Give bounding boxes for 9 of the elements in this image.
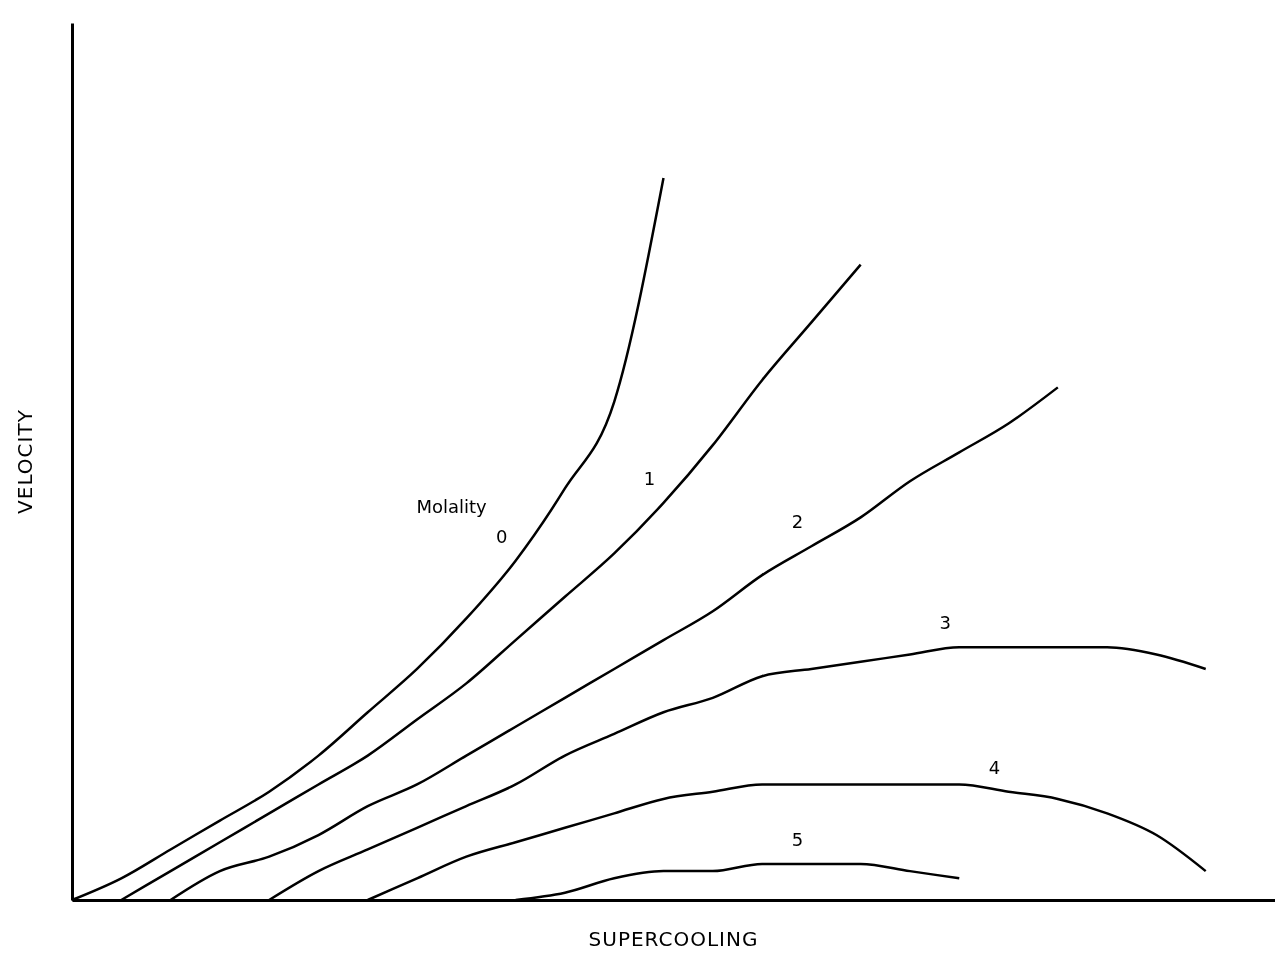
series-label: 0 [495, 525, 508, 547]
x-axis-title: SUPERCOOLING [588, 927, 759, 951]
series-label: 2 [791, 511, 804, 533]
y-axis-title: VELOCITY [13, 409, 37, 514]
series-label: 5 [791, 828, 804, 850]
series-label: 4 [988, 756, 1001, 778]
legend-title: Molality [416, 495, 488, 517]
series-label: 1 [643, 467, 656, 489]
series-label: 3 [939, 612, 951, 634]
